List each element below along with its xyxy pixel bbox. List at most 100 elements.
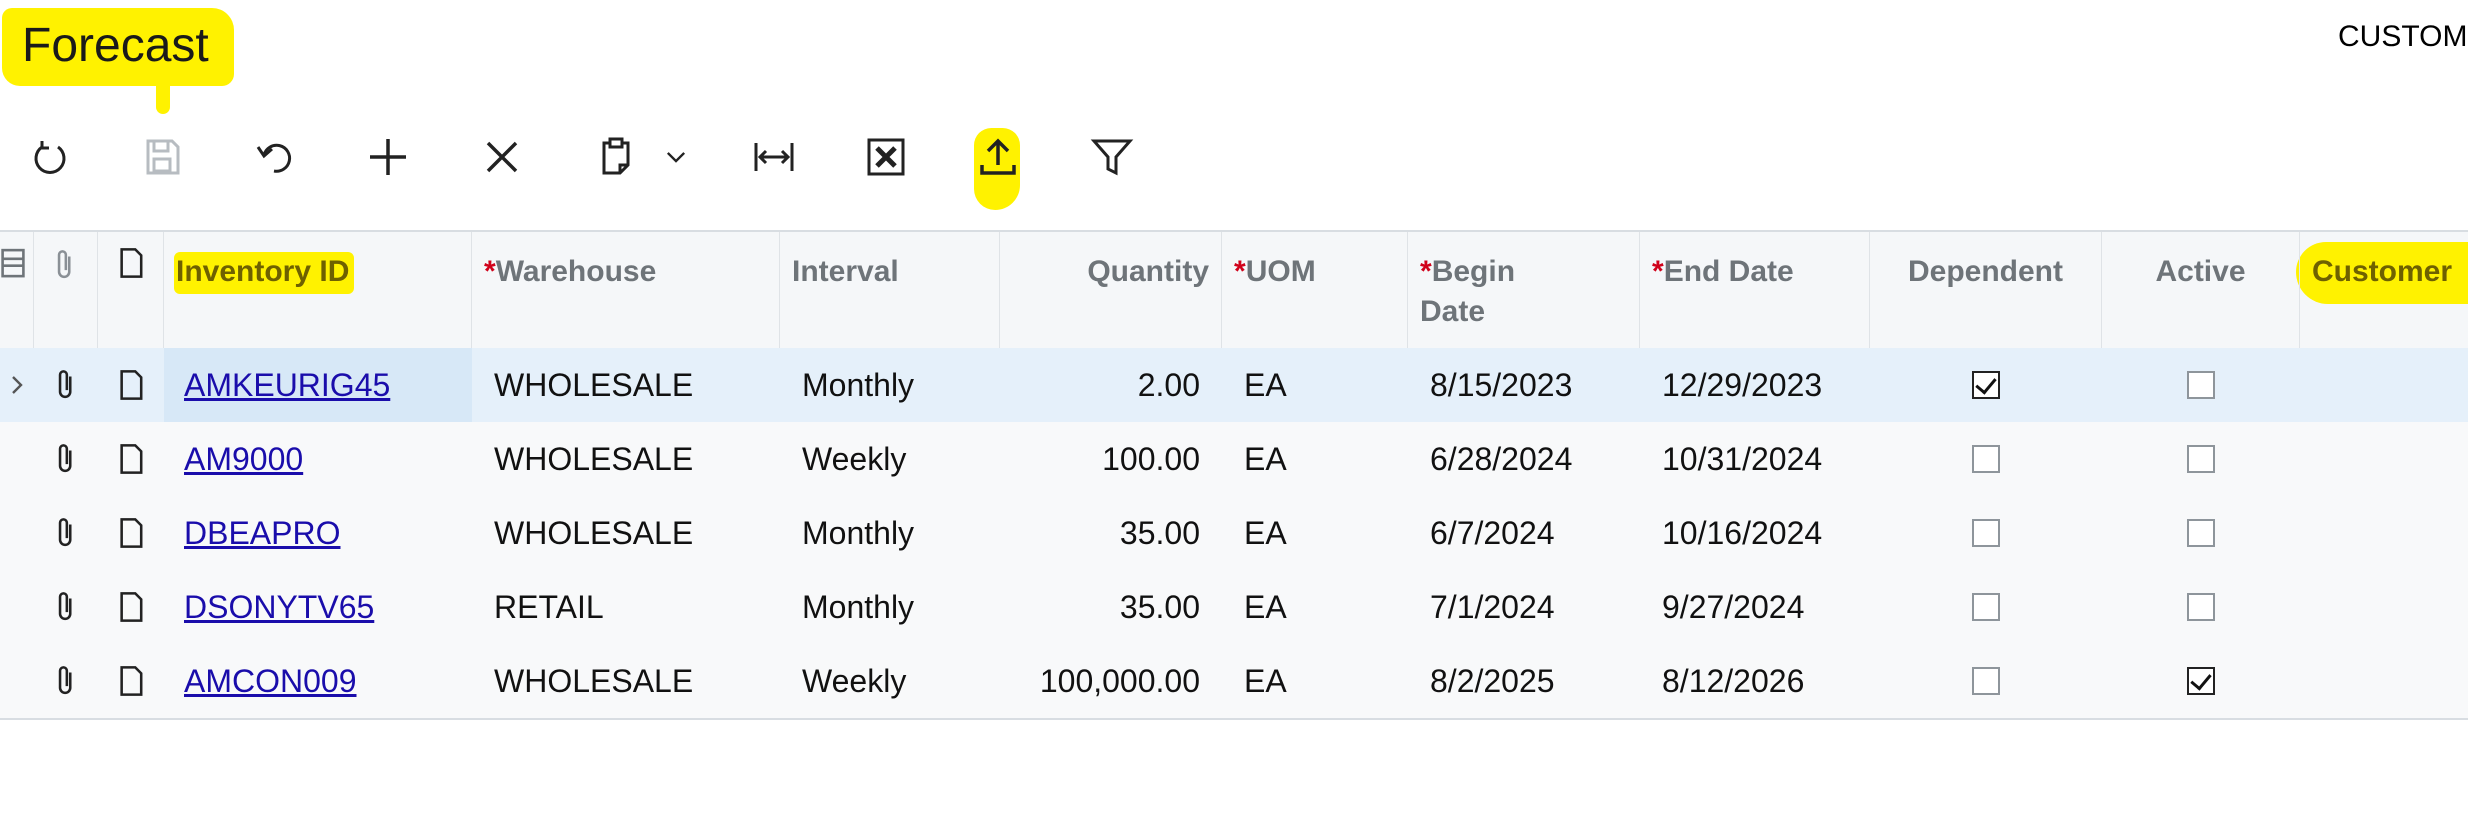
inventory-id-link[interactable]: AMKEURIG45	[184, 366, 391, 403]
header-interval[interactable]: Interval	[780, 232, 1000, 348]
paperclip-icon[interactable]	[34, 422, 98, 496]
warehouse-cell[interactable]: WHOLESALE	[494, 440, 694, 477]
customer-cell[interactable]	[2300, 644, 2468, 718]
paperclip-icon[interactable]	[34, 348, 98, 422]
header-inventory-id[interactable]: Inventory ID	[164, 232, 472, 348]
paperclip-icon	[57, 250, 71, 279]
warehouse-cell[interactable]: WHOLESALE	[494, 514, 694, 551]
active-checkbox[interactable]	[2187, 667, 2215, 695]
uom-cell[interactable]: EA	[1244, 366, 1287, 403]
row-expand-icon[interactable]	[0, 348, 34, 422]
clipboard-button[interactable]	[586, 130, 646, 184]
uom-cell[interactable]: EA	[1244, 514, 1287, 551]
customer-cell[interactable]	[2300, 570, 2468, 644]
save-button[interactable]	[132, 130, 192, 184]
notes-header[interactable]	[98, 232, 164, 348]
note-icon[interactable]	[98, 348, 164, 422]
active-cell	[2102, 644, 2300, 718]
table-row[interactable]: AM9000 WHOLESALE Weekly 100.00 EA 6/28/2024 10…	[0, 422, 2468, 497]
active-checkbox[interactable]	[2187, 519, 2215, 547]
active-checkbox[interactable]	[2187, 371, 2215, 399]
end-date-cell[interactable]: 10/16/2024	[1662, 514, 1823, 551]
add-button[interactable]	[358, 130, 418, 184]
attachments-header[interactable]	[34, 232, 98, 348]
table-row[interactable]: DBEAPRO WHOLESALE Monthly 35.00 EA 6/7/2024 10…	[0, 496, 2468, 571]
end-date-cell[interactable]: 8/12/2026	[1662, 662, 1805, 699]
paperclip-icon[interactable]	[34, 496, 98, 570]
quantity-cell[interactable]: 35.00	[1119, 588, 1200, 625]
grid-bottom-border	[0, 718, 2468, 720]
begin-date-cell[interactable]: 8/2/2025	[1430, 662, 1555, 699]
required-mark: *	[1234, 255, 1246, 288]
interval-cell[interactable]: Monthly	[802, 514, 915, 551]
interval-cell[interactable]: Monthly	[802, 366, 915, 403]
inventory-id-link[interactable]: AM9000	[184, 440, 304, 477]
header-active[interactable]: Active	[2102, 232, 2300, 348]
table-row[interactable]: DSONYTV65 RETAIL Monthly 35.00 EA 7/1/2024 9/2…	[0, 570, 2468, 645]
paperclip-icon[interactable]	[34, 644, 98, 718]
inventory-id-link[interactable]: AMCON009	[184, 662, 357, 699]
excel-export-button[interactable]	[856, 130, 916, 184]
refresh-icon	[34, 141, 66, 174]
end-date-cell[interactable]: 9/27/2024	[1662, 588, 1805, 625]
upload-button[interactable]	[968, 130, 1028, 184]
refresh-button[interactable]	[20, 130, 80, 184]
undo-button[interactable]	[244, 130, 304, 184]
header-uom[interactable]: *UOM	[1222, 232, 1408, 348]
active-checkbox[interactable]	[2187, 445, 2215, 473]
end-date-cell[interactable]: 12/29/2023	[1662, 366, 1823, 403]
header-quantity[interactable]: Quantity	[1000, 232, 1222, 348]
quantity-cell[interactable]: 100,000.00	[1039, 662, 1200, 699]
end-date-cell[interactable]: 10/31/2024	[1662, 440, 1823, 477]
paperclip-icon[interactable]	[34, 570, 98, 644]
table-row[interactable]: AMCON009 WHOLESALE Weekly 100,000.00 EA 8/2/2…	[0, 644, 2468, 719]
save-icon	[146, 139, 180, 175]
inventory-id-link[interactable]: DSONYTV65	[184, 588, 375, 625]
note-icon[interactable]	[98, 422, 164, 496]
note-icon[interactable]	[98, 570, 164, 644]
dependent-checkbox[interactable]	[1972, 593, 2000, 621]
dependent-cell	[1870, 348, 2102, 422]
header-begin-date-label: Begin Date	[1420, 255, 1516, 328]
page-title-area: Forecast	[2, 8, 234, 114]
dependent-checkbox[interactable]	[1972, 445, 2000, 473]
customer-cell[interactable]	[2300, 496, 2468, 570]
begin-date-cell[interactable]: 6/7/2024	[1430, 514, 1555, 551]
begin-date-cell[interactable]: 8/15/2023	[1430, 366, 1573, 403]
customer-cell[interactable]	[2300, 422, 2468, 496]
grid-header: Inventory ID *Warehouse Interval Quantit…	[0, 232, 2468, 350]
interval-cell[interactable]: Weekly	[802, 440, 907, 477]
begin-date-cell[interactable]: 7/1/2024	[1430, 588, 1555, 625]
row-selector-header[interactable]	[0, 232, 34, 348]
uom-cell[interactable]: EA	[1244, 588, 1287, 625]
interval-cell[interactable]: Monthly	[802, 588, 915, 625]
fit-columns-button[interactable]	[744, 130, 804, 184]
dependent-checkbox[interactable]	[1972, 519, 2000, 547]
begin-date-cell[interactable]: 6/28/2024	[1430, 440, 1573, 477]
header-customer[interactable]: Customer	[2312, 255, 2453, 288]
quantity-cell[interactable]: 35.00	[1119, 514, 1200, 551]
quantity-cell[interactable]: 2.00	[1137, 366, 1200, 403]
warehouse-cell[interactable]: WHOLESALE	[494, 662, 694, 699]
quantity-cell[interactable]: 100.00	[1102, 440, 1200, 477]
header-begin-date[interactable]: *Begin Date	[1408, 232, 1640, 348]
active-checkbox[interactable]	[2187, 593, 2215, 621]
delete-button[interactable]	[472, 130, 532, 184]
note-icon[interactable]	[98, 496, 164, 570]
header-end-date[interactable]: *End Date	[1640, 232, 1870, 348]
dependent-checkbox[interactable]	[1972, 667, 2000, 695]
inventory-id-link[interactable]: DBEAPRO	[184, 514, 341, 551]
table-row[interactable]: AMKEURIG45 WHOLESALE Monthly 2.00 EA 8/15/202…	[0, 348, 2468, 423]
dependent-checkbox[interactable]	[1972, 371, 2000, 399]
customer-cell[interactable]	[2300, 348, 2468, 422]
header-dependent[interactable]: Dependent	[1870, 232, 2102, 348]
warehouse-cell[interactable]: WHOLESALE	[494, 366, 694, 403]
warehouse-cell[interactable]: RETAIL	[494, 588, 604, 625]
clipboard-dropdown-button[interactable]	[648, 130, 704, 184]
uom-cell[interactable]: EA	[1244, 440, 1287, 477]
filter-button[interactable]	[1082, 130, 1142, 184]
interval-cell[interactable]: Weekly	[802, 662, 907, 699]
header-warehouse[interactable]: *Warehouse	[472, 232, 780, 348]
note-icon[interactable]	[98, 644, 164, 718]
uom-cell[interactable]: EA	[1244, 662, 1287, 699]
